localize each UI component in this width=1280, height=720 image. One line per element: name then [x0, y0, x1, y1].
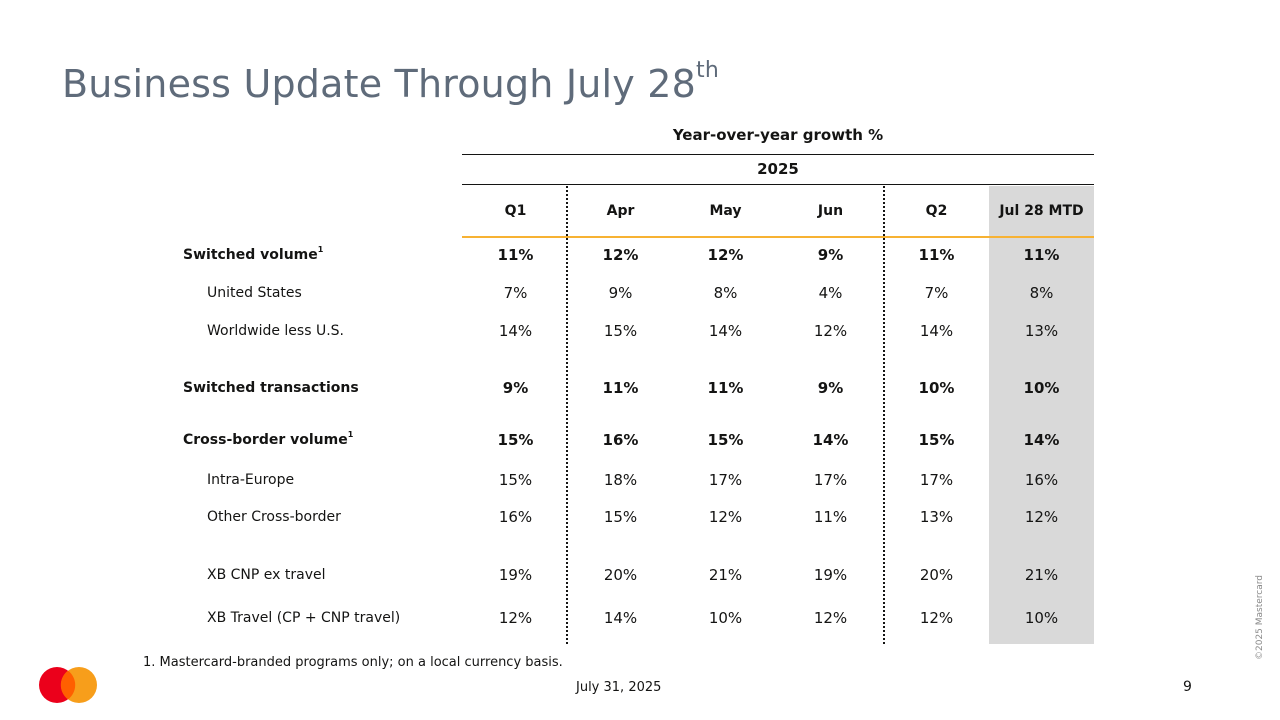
table-cell: 21%	[1024, 566, 1059, 584]
table-cell: 9%	[608, 284, 633, 302]
table-cell: 10%	[918, 379, 955, 397]
table-cell: 12%	[602, 246, 639, 264]
table-cell: 4%	[818, 284, 843, 302]
row-label-footnote-marker: 1	[347, 430, 354, 439]
row-label-text: Other Cross-border	[207, 509, 341, 525]
table-cell: 11%	[918, 246, 955, 264]
row-label-text: Switched transactions	[183, 380, 359, 396]
mtd-column-highlight	[989, 186, 1094, 644]
row-label: XB Travel (CP + CNP travel)	[207, 610, 400, 626]
row-label: Switched transactions	[183, 380, 359, 396]
row-label-text: Switched volume	[183, 247, 318, 263]
row-label: XB CNP ex travel	[207, 567, 326, 583]
col-header-may: May	[709, 203, 742, 219]
header-rule-year	[462, 184, 1094, 185]
table-cell: 14%	[603, 609, 638, 627]
row-label: Cross-border volume1	[183, 430, 354, 448]
table-cell: 21%	[708, 566, 743, 584]
table-cell: 11%	[497, 246, 534, 264]
table-cell: 12%	[708, 508, 743, 526]
table-cell: 14%	[919, 322, 954, 340]
row-label: United States	[207, 285, 302, 301]
table-cell: 10%	[708, 609, 743, 627]
table-cell: 12%	[813, 609, 848, 627]
table-cell: 12%	[498, 609, 533, 627]
table-cell: 12%	[919, 609, 954, 627]
divider-q1	[566, 186, 568, 644]
table-cell: 18%	[603, 471, 638, 489]
table-cell: 15%	[603, 508, 638, 526]
row-label: Intra-Europe	[207, 472, 294, 488]
table-cell: 16%	[602, 431, 639, 449]
header-rule-top	[462, 154, 1094, 155]
column-header-rule	[462, 236, 1094, 238]
table-cell: 10%	[1023, 379, 1060, 397]
table-cell: 17%	[708, 471, 743, 489]
row-label-text: XB CNP ex travel	[207, 567, 326, 583]
table-cell: 12%	[813, 322, 848, 340]
table-cell: 12%	[707, 246, 744, 264]
col-header-q1: Q1	[504, 203, 527, 219]
copyright-notice: ©2025 Mastercard	[1255, 574, 1265, 660]
table-cell: 16%	[1024, 471, 1059, 489]
table-cell: 11%	[1023, 246, 1060, 264]
table-cell: 14%	[812, 431, 849, 449]
table-cell: 15%	[918, 431, 955, 449]
table-cell: 9%	[817, 246, 844, 264]
col-header-q2: Q2	[925, 203, 948, 219]
table-cell: 15%	[603, 322, 638, 340]
table-cell: 7%	[924, 284, 949, 302]
year-header: 2025	[757, 160, 799, 178]
row-label-footnote-marker: 1	[317, 245, 324, 254]
table-cell: 14%	[498, 322, 533, 340]
table-cell: 16%	[498, 508, 533, 526]
table-cell: 11%	[813, 508, 848, 526]
table-cell: 9%	[502, 379, 529, 397]
mastercard-logo-icon	[39, 667, 97, 703]
table-cell: 20%	[919, 566, 954, 584]
row-label-text: United States	[207, 285, 302, 301]
table-cell: 17%	[813, 471, 848, 489]
row-label: Other Cross-border	[207, 509, 341, 525]
yoy-growth-header: Year-over-year growth %	[672, 126, 884, 144]
table-cell: 11%	[602, 379, 639, 397]
table-cell: 14%	[1023, 431, 1060, 449]
footnote: 1. Mastercard-branded programs only; on …	[143, 655, 563, 670]
page-number: 9	[1183, 679, 1192, 695]
slide-title: Business Update Through July 28th	[62, 58, 719, 106]
row-label-text: Worldwide less U.S.	[207, 323, 344, 339]
divider-q2	[883, 186, 885, 644]
row-label: Switched volume1	[183, 245, 324, 263]
footer-date: July 31, 2025	[576, 680, 662, 695]
col-header-jun: Jun	[817, 203, 844, 219]
table-cell: 10%	[1024, 609, 1059, 627]
table-cell: 15%	[497, 431, 534, 449]
table-cell: 9%	[817, 379, 844, 397]
row-label-text: Intra-Europe	[207, 472, 295, 488]
table-cell: 19%	[813, 566, 848, 584]
slide-title-text: Business Update Through July 28	[62, 62, 697, 106]
table-cell: 15%	[498, 471, 533, 489]
col-header-apr: Apr	[606, 203, 635, 219]
table-cell: 17%	[919, 471, 954, 489]
slide-title-superscript: th	[696, 58, 720, 83]
table-cell: 8%	[713, 284, 738, 302]
row-label-text: Cross-border volume	[183, 432, 348, 448]
table-cell: 20%	[603, 566, 638, 584]
table-cell: 13%	[919, 508, 954, 526]
table-cell: 13%	[1024, 322, 1059, 340]
col-header-jul-mtd: Jul 28 MTD	[999, 203, 1084, 219]
table-cell: 15%	[707, 431, 744, 449]
table-cell: 12%	[1024, 508, 1059, 526]
row-label-text: XB Travel (CP + CNP travel)	[207, 610, 401, 626]
row-label: Worldwide less U.S.	[207, 323, 344, 339]
table-cell: 14%	[708, 322, 743, 340]
table-cell: 19%	[498, 566, 533, 584]
table-cell: 11%	[707, 379, 744, 397]
table-cell: 8%	[1029, 284, 1054, 302]
table-cell: 7%	[503, 284, 528, 302]
